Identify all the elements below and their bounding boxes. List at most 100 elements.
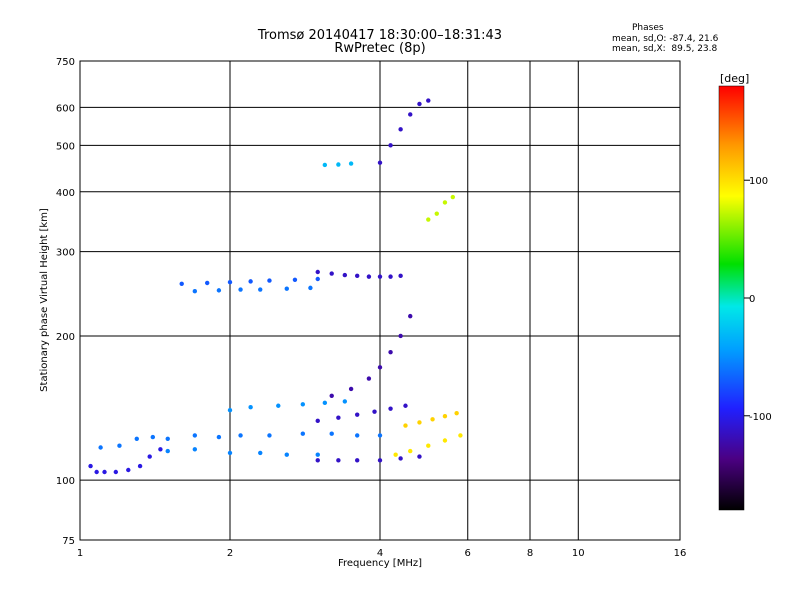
data-point bbox=[388, 143, 393, 148]
data-point bbox=[308, 285, 313, 291]
data-point bbox=[102, 469, 107, 475]
data-point bbox=[192, 447, 198, 452]
data-point bbox=[377, 274, 383, 279]
data-point bbox=[134, 436, 139, 441]
data-point bbox=[315, 452, 320, 457]
data-point bbox=[442, 413, 448, 419]
data-point bbox=[398, 127, 403, 132]
y-axis-ticks: 75 100 200 300 400 500 600 750 bbox=[56, 57, 75, 547]
data-point bbox=[315, 418, 320, 424]
data-point bbox=[354, 458, 360, 463]
data-point bbox=[94, 469, 99, 475]
data-point bbox=[342, 272, 348, 278]
data-point bbox=[300, 402, 306, 407]
y-tick-label: 400 bbox=[56, 188, 75, 199]
y-tick-label: 200 bbox=[56, 332, 75, 343]
x-tick-label: 6 bbox=[465, 548, 471, 559]
data-point bbox=[458, 433, 463, 438]
data-point bbox=[267, 278, 272, 283]
data-point bbox=[248, 405, 253, 410]
colorbar-tick-label: 100 bbox=[749, 176, 768, 187]
data-point bbox=[403, 423, 408, 428]
data-point bbox=[388, 349, 393, 355]
data-point bbox=[417, 420, 422, 425]
data-point bbox=[403, 403, 408, 408]
data-point bbox=[366, 376, 372, 381]
data-point bbox=[204, 280, 210, 286]
data-point bbox=[329, 393, 334, 399]
x-tick-label: 8 bbox=[527, 548, 533, 559]
data-point bbox=[426, 98, 431, 103]
data-point bbox=[126, 467, 131, 473]
data-point bbox=[315, 458, 320, 463]
data-point bbox=[329, 271, 334, 276]
data-point bbox=[336, 415, 341, 420]
data-point bbox=[284, 452, 289, 457]
data-point bbox=[417, 454, 422, 459]
data-point bbox=[292, 277, 298, 282]
data-point bbox=[322, 400, 328, 406]
data-point bbox=[426, 443, 431, 448]
data-point bbox=[366, 274, 372, 279]
data-point bbox=[393, 452, 398, 457]
data-points bbox=[88, 98, 463, 475]
colorbar-ticks: 100 0 -100 bbox=[744, 176, 772, 423]
colorbar-unit-label: [deg] bbox=[720, 72, 749, 85]
data-point bbox=[398, 333, 403, 339]
data-point bbox=[150, 434, 156, 440]
x-tick-label: 10 bbox=[572, 548, 585, 559]
data-point bbox=[354, 412, 360, 417]
data-point bbox=[377, 365, 383, 370]
grid-lines bbox=[80, 61, 680, 540]
data-point bbox=[88, 463, 93, 469]
data-point bbox=[408, 112, 413, 117]
data-point bbox=[372, 409, 377, 414]
data-point bbox=[315, 269, 320, 275]
data-point bbox=[238, 287, 243, 292]
data-point bbox=[227, 279, 233, 285]
data-point bbox=[442, 200, 448, 205]
data-point bbox=[388, 406, 393, 411]
data-point bbox=[179, 281, 184, 286]
x-tick-label: 4 bbox=[377, 548, 383, 559]
data-point bbox=[450, 194, 456, 200]
phases-x-mode-stats: mean, sd,X: 89.5, 23.8 bbox=[612, 44, 718, 54]
data-point bbox=[454, 410, 459, 416]
y-tick-label: 500 bbox=[56, 141, 75, 152]
chart-subtitle: RwPretec (8p) bbox=[334, 41, 426, 56]
data-point bbox=[354, 273, 360, 279]
data-point bbox=[430, 417, 435, 422]
data-point bbox=[227, 450, 233, 456]
data-point bbox=[300, 431, 306, 436]
data-point bbox=[276, 403, 281, 408]
y-tick-label: 75 bbox=[62, 536, 75, 547]
data-point bbox=[158, 447, 163, 452]
data-point bbox=[258, 450, 263, 456]
x-tick-label: 16 bbox=[674, 548, 687, 559]
data-point bbox=[434, 211, 439, 216]
data-point bbox=[165, 448, 170, 454]
data-point bbox=[388, 274, 393, 279]
x-tick-label: 2 bbox=[227, 548, 233, 559]
data-point bbox=[147, 454, 152, 459]
data-point bbox=[398, 273, 403, 279]
y-tick-label: 750 bbox=[56, 57, 75, 68]
data-point bbox=[192, 433, 198, 438]
data-point bbox=[377, 160, 383, 165]
colorbar bbox=[718, 85, 745, 511]
data-point bbox=[408, 448, 413, 454]
data-point bbox=[329, 431, 334, 436]
chart-title: Tromsø 20140417 18:30:00–18:31:43 bbox=[257, 28, 503, 43]
data-point bbox=[258, 287, 263, 292]
data-point bbox=[336, 162, 341, 167]
data-point bbox=[354, 433, 360, 438]
y-tick-label: 300 bbox=[56, 248, 75, 259]
y-tick-label: 100 bbox=[56, 476, 75, 487]
data-point bbox=[336, 458, 341, 463]
data-point bbox=[227, 407, 233, 413]
data-point bbox=[426, 217, 431, 222]
x-axis-ticks: 1 2 4 6 8 10 16 bbox=[77, 548, 687, 559]
data-point bbox=[216, 288, 222, 293]
data-point bbox=[238, 433, 243, 438]
